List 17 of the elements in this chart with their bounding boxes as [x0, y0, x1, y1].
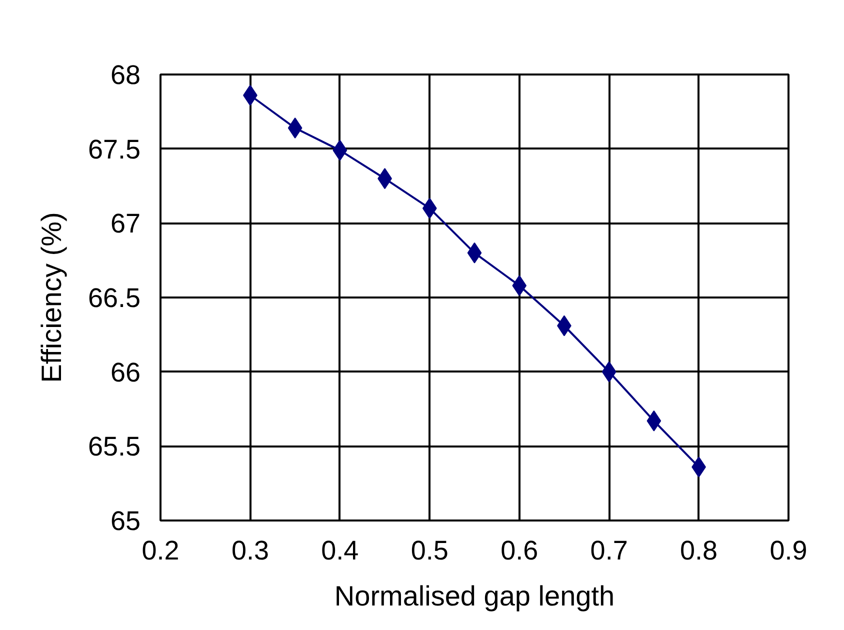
- x-tick-label: 0.8: [680, 536, 718, 566]
- y-tick-label: 68: [110, 60, 141, 90]
- y-axis-title: Efficiency (%): [36, 212, 67, 383]
- x-tick-label: 0.4: [321, 536, 359, 566]
- x-tick-label: 0.9: [770, 536, 808, 566]
- y-tick-label: 66: [110, 357, 141, 388]
- x-tick-label: 0.6: [500, 536, 538, 566]
- y-tick-label: 65: [110, 506, 141, 536]
- y-tick-label: 67.5: [88, 134, 141, 164]
- x-axis-title: Normalised gap length: [334, 580, 615, 612]
- y-tick-label: 65.5: [88, 432, 141, 462]
- y-tick-label: 67: [110, 208, 141, 239]
- x-tick-label: 0.7: [590, 536, 628, 566]
- y-tick-label: 66.5: [88, 283, 141, 313]
- x-tick-label: 0.3: [231, 536, 269, 566]
- x-tick-label: 0.5: [410, 536, 448, 566]
- x-tick-label: 0.2: [142, 536, 180, 566]
